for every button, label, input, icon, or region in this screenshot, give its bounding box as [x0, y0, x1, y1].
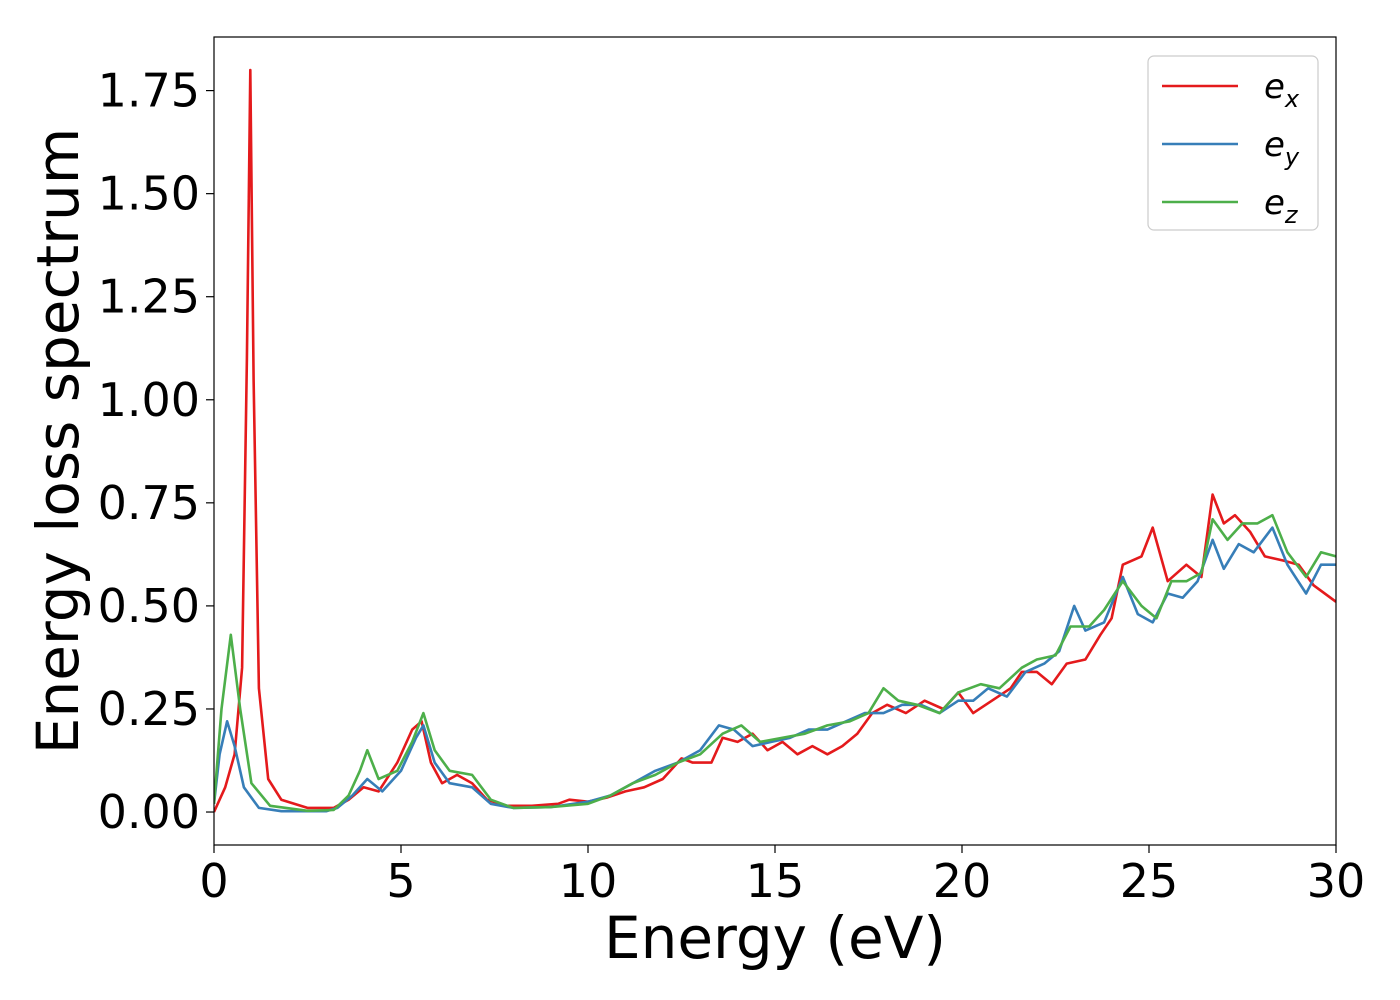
- y-tick-label: 1.25: [98, 270, 200, 324]
- y-axis: 0.00 0.25 0.50 0.75 1.00 1.25 1.50 1.75: [98, 64, 214, 839]
- x-tick-label: 20: [933, 854, 992, 908]
- x-tick-label: 25: [1120, 854, 1179, 908]
- series-line-ez: [214, 513, 1336, 813]
- x-tick-label: 0: [199, 854, 228, 908]
- y-axis-title: Energy loss spectrum: [24, 128, 92, 754]
- x-tick-label: 10: [559, 854, 618, 908]
- x-tick-label: 15: [746, 854, 805, 908]
- legend-label-ez: ez: [1264, 183, 1299, 229]
- x-axis-title: Energy (eV): [604, 904, 946, 972]
- y-tick-label: 0.75: [98, 476, 200, 530]
- legend-label-ex: ex: [1264, 67, 1300, 113]
- legend: ex ey ez: [1147, 55, 1319, 231]
- y-tick-label: 1.00: [98, 373, 200, 427]
- legend-label-ey: ey: [1264, 125, 1300, 171]
- y-tick-label: 1.75: [98, 64, 200, 118]
- x-tick-label: 5: [386, 854, 415, 908]
- x-tick-label: 30: [1307, 854, 1366, 908]
- y-tick-label: 0.25: [98, 682, 200, 736]
- y-tick-label: 0.00: [98, 785, 200, 839]
- y-tick-label: 0.50: [98, 579, 200, 633]
- series-line-ey: [214, 526, 1336, 813]
- x-axis: 0 5 10 15 20 25 30: [199, 845, 1365, 908]
- y-tick-label: 1.50: [98, 167, 200, 221]
